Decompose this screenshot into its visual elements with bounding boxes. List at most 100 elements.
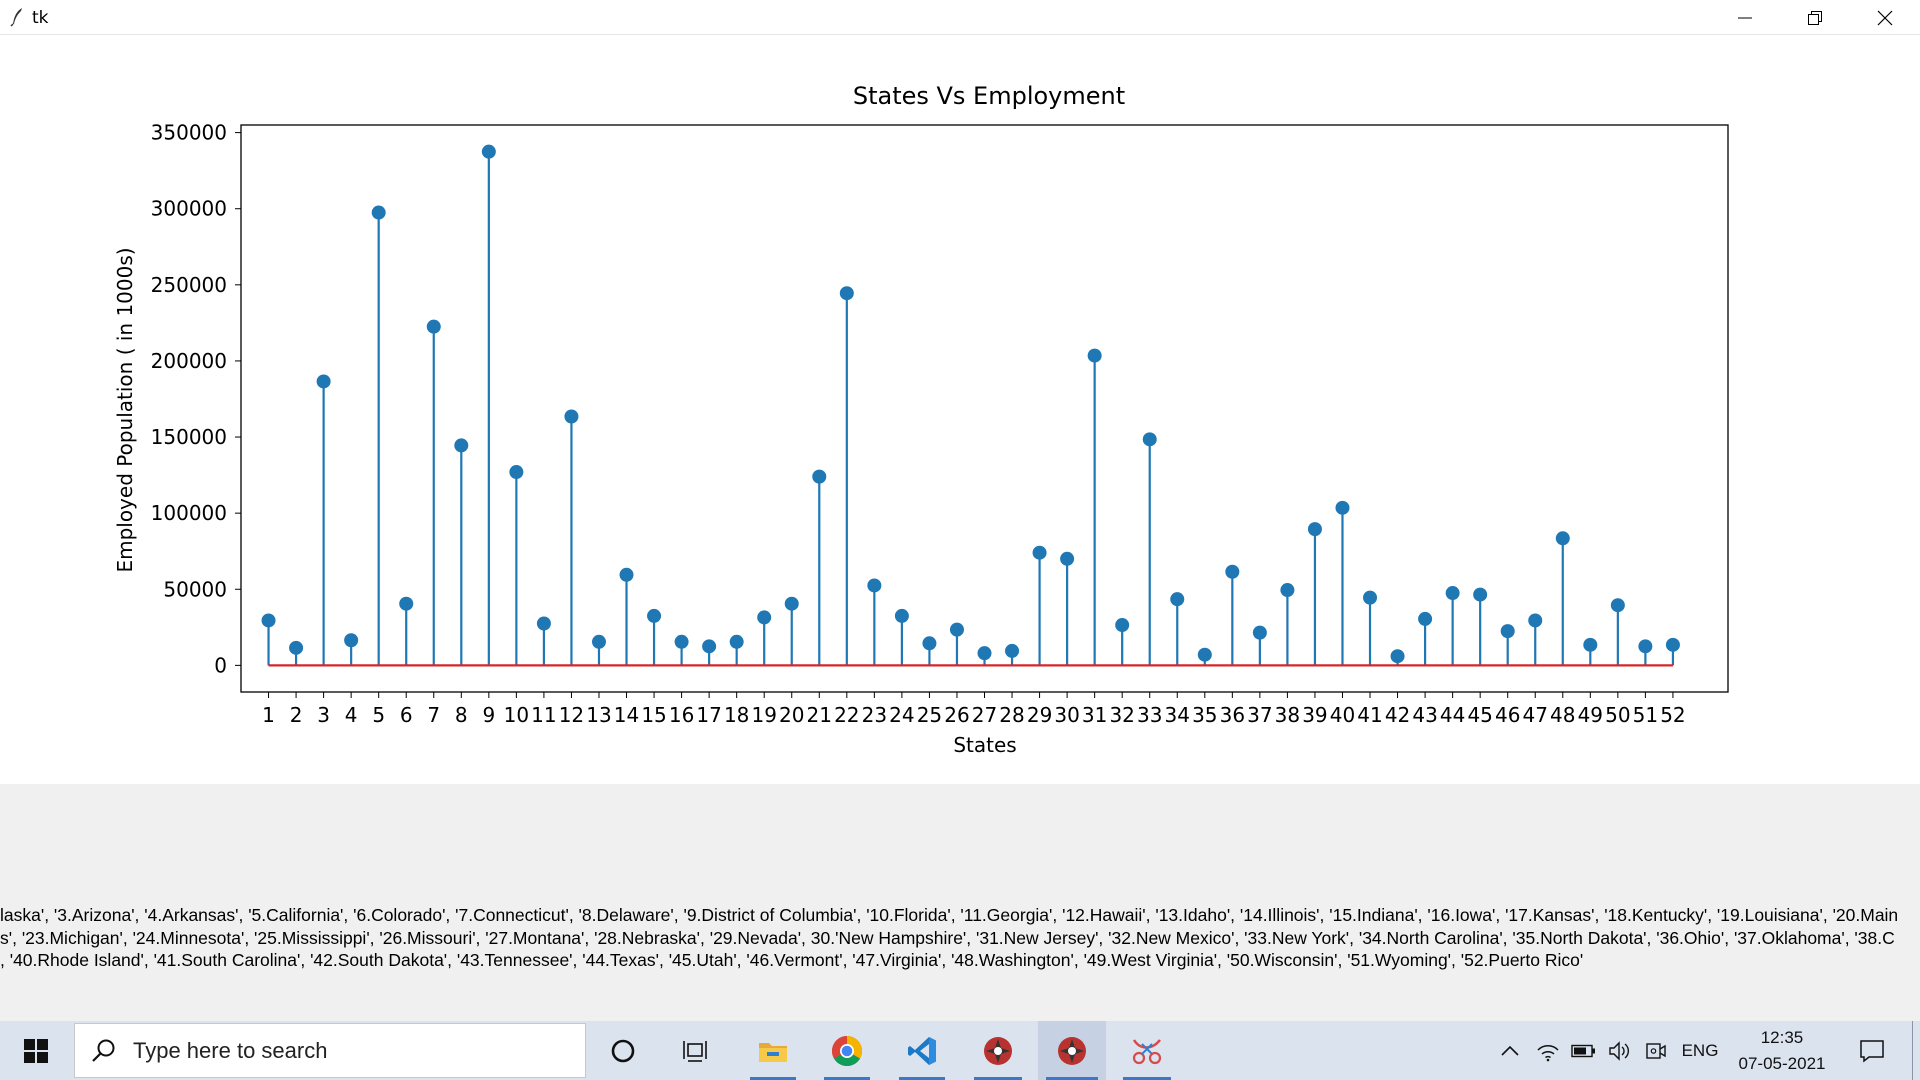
stem-marker <box>454 438 469 453</box>
volume-button[interactable] <box>1602 1021 1638 1080</box>
stem-marker <box>1390 649 1405 664</box>
x-tick-label: 40 <box>1330 703 1355 727</box>
window-titlebar: tk <box>0 0 1920 35</box>
stem-marker <box>509 465 524 480</box>
x-tick-label: 43 <box>1412 703 1437 727</box>
cortana-button[interactable] <box>595 1021 651 1080</box>
x-tick-label: 42 <box>1385 703 1410 727</box>
x-tick-label: 13 <box>586 703 611 727</box>
restore-button[interactable] <box>1780 0 1850 35</box>
x-tick-label: 51 <box>1633 703 1658 727</box>
y-tick-label: 150000 <box>151 425 227 449</box>
running-indicator <box>899 1077 945 1080</box>
x-tick-label: 16 <box>669 703 694 727</box>
taskbar-snipping-tool[interactable] <box>1115 1021 1179 1080</box>
x-tick-label: 23 <box>862 703 887 727</box>
vscode-icon <box>908 1036 936 1065</box>
stem-marker <box>729 634 744 649</box>
stem-marker <box>867 578 882 593</box>
stem-marker <box>702 639 717 654</box>
x-tick-label: 20 <box>779 703 804 727</box>
x-tick-label: 33 <box>1137 703 1162 727</box>
y-axis-label: Employed Population ( in 1000s) <box>113 247 137 572</box>
stem-marker <box>839 286 854 301</box>
x-tick-label: 3 <box>317 703 330 727</box>
stem-marker <box>261 613 276 628</box>
task-view-icon <box>683 1040 707 1062</box>
stem-marker <box>1638 639 1653 654</box>
stem-marker <box>647 608 662 623</box>
stem-marker <box>1363 590 1378 605</box>
stem-marker <box>1005 643 1020 658</box>
clock-date: 07-05-2021 <box>1738 1054 1826 1073</box>
x-tick-label: 7 <box>427 703 440 727</box>
search-placeholder: Type here to search <box>133 1037 328 1063</box>
stem-marker <box>1555 531 1570 546</box>
stem-marker <box>481 144 496 159</box>
x-tick-label: 22 <box>834 703 859 727</box>
stem-marker <box>1252 625 1267 640</box>
taskbar-vscode[interactable] <box>891 1021 953 1080</box>
stem-marker <box>894 608 909 623</box>
plot-frame <box>240 124 1729 693</box>
network-button[interactable] <box>1530 1021 1566 1080</box>
chart-title: States Vs Employment <box>853 82 1125 110</box>
stem-marker <box>316 374 331 389</box>
stem-marker <box>1087 348 1102 363</box>
x-tick-label: 17 <box>696 703 721 727</box>
stem-marker <box>1473 587 1488 602</box>
x-tick-label: 24 <box>889 703 914 727</box>
python-app-icon <box>1058 1036 1086 1065</box>
meet-now-button[interactable] <box>1638 1021 1674 1080</box>
state-list-line-1: laska', '3.Arizona', '4.Arkansas', '5.Ca… <box>0 905 1899 925</box>
start-button[interactable] <box>0 1021 72 1080</box>
x-tick-label: 29 <box>1027 703 1052 727</box>
x-tick-label: 25 <box>917 703 942 727</box>
input-language-button[interactable]: ENG <box>1678 1021 1722 1080</box>
stem-marker <box>1583 637 1598 652</box>
stem-marker <box>591 634 606 649</box>
close-button[interactable] <box>1850 0 1920 35</box>
x-tick-label: 38 <box>1275 703 1300 727</box>
task-view-button[interactable] <box>668 1021 724 1080</box>
show-desktop-divider[interactable] <box>1912 1021 1913 1080</box>
x-tick-label: 14 <box>614 703 639 727</box>
stem-marker <box>371 205 386 220</box>
show-hidden-icons-button[interactable] <box>1492 1021 1528 1080</box>
stem-marker <box>1307 522 1322 537</box>
running-indicator <box>824 1077 870 1080</box>
y-tick-label: 0 <box>214 653 227 677</box>
clock-time: 12:35 <box>1760 1028 1804 1047</box>
stem-marker <box>619 567 634 582</box>
chrome-icon <box>831 1035 863 1066</box>
minimize-button[interactable] <box>1710 0 1780 35</box>
stem-marker <box>564 409 579 424</box>
stem-marker <box>757 610 772 625</box>
taskbar-python-app-1[interactable] <box>966 1021 1030 1080</box>
stem-marker <box>1418 611 1433 626</box>
wifi-icon <box>1537 1044 1559 1061</box>
x-tick-label: 41 <box>1357 703 1382 727</box>
taskbar-python-app-2[interactable] <box>1038 1021 1106 1080</box>
stem-marker <box>344 633 359 648</box>
taskbar-chrome[interactable] <box>816 1021 878 1080</box>
y-tick-label: 50000 <box>163 577 227 601</box>
chart-canvas: States Vs Employment Employed Population… <box>0 36 1920 784</box>
taskbar-file-explorer[interactable] <box>742 1021 804 1080</box>
battery-button[interactable] <box>1566 1021 1602 1080</box>
taskbar-search-box[interactable]: Type here to search <box>74 1023 586 1078</box>
x-tick-label: 21 <box>807 703 832 727</box>
x-tick-label: 45 <box>1467 703 1492 727</box>
action-center-button[interactable] <box>1846 1021 1898 1080</box>
stem-chart: States Vs Employment Employed Population… <box>113 82 1729 757</box>
running-indicator <box>974 1077 1022 1080</box>
python-app-icon <box>984 1036 1012 1065</box>
running-indicator <box>1046 1077 1098 1080</box>
restore-icon <box>1808 10 1822 25</box>
search-icon <box>92 1039 115 1062</box>
stem-marker <box>949 622 964 637</box>
x-tick-label: 48 <box>1550 703 1575 727</box>
x-tick-label: 46 <box>1495 703 1520 727</box>
x-tick-label: 15 <box>641 703 666 727</box>
taskbar-clock[interactable]: 12:35 07-05-2021 <box>1720 1025 1844 1077</box>
